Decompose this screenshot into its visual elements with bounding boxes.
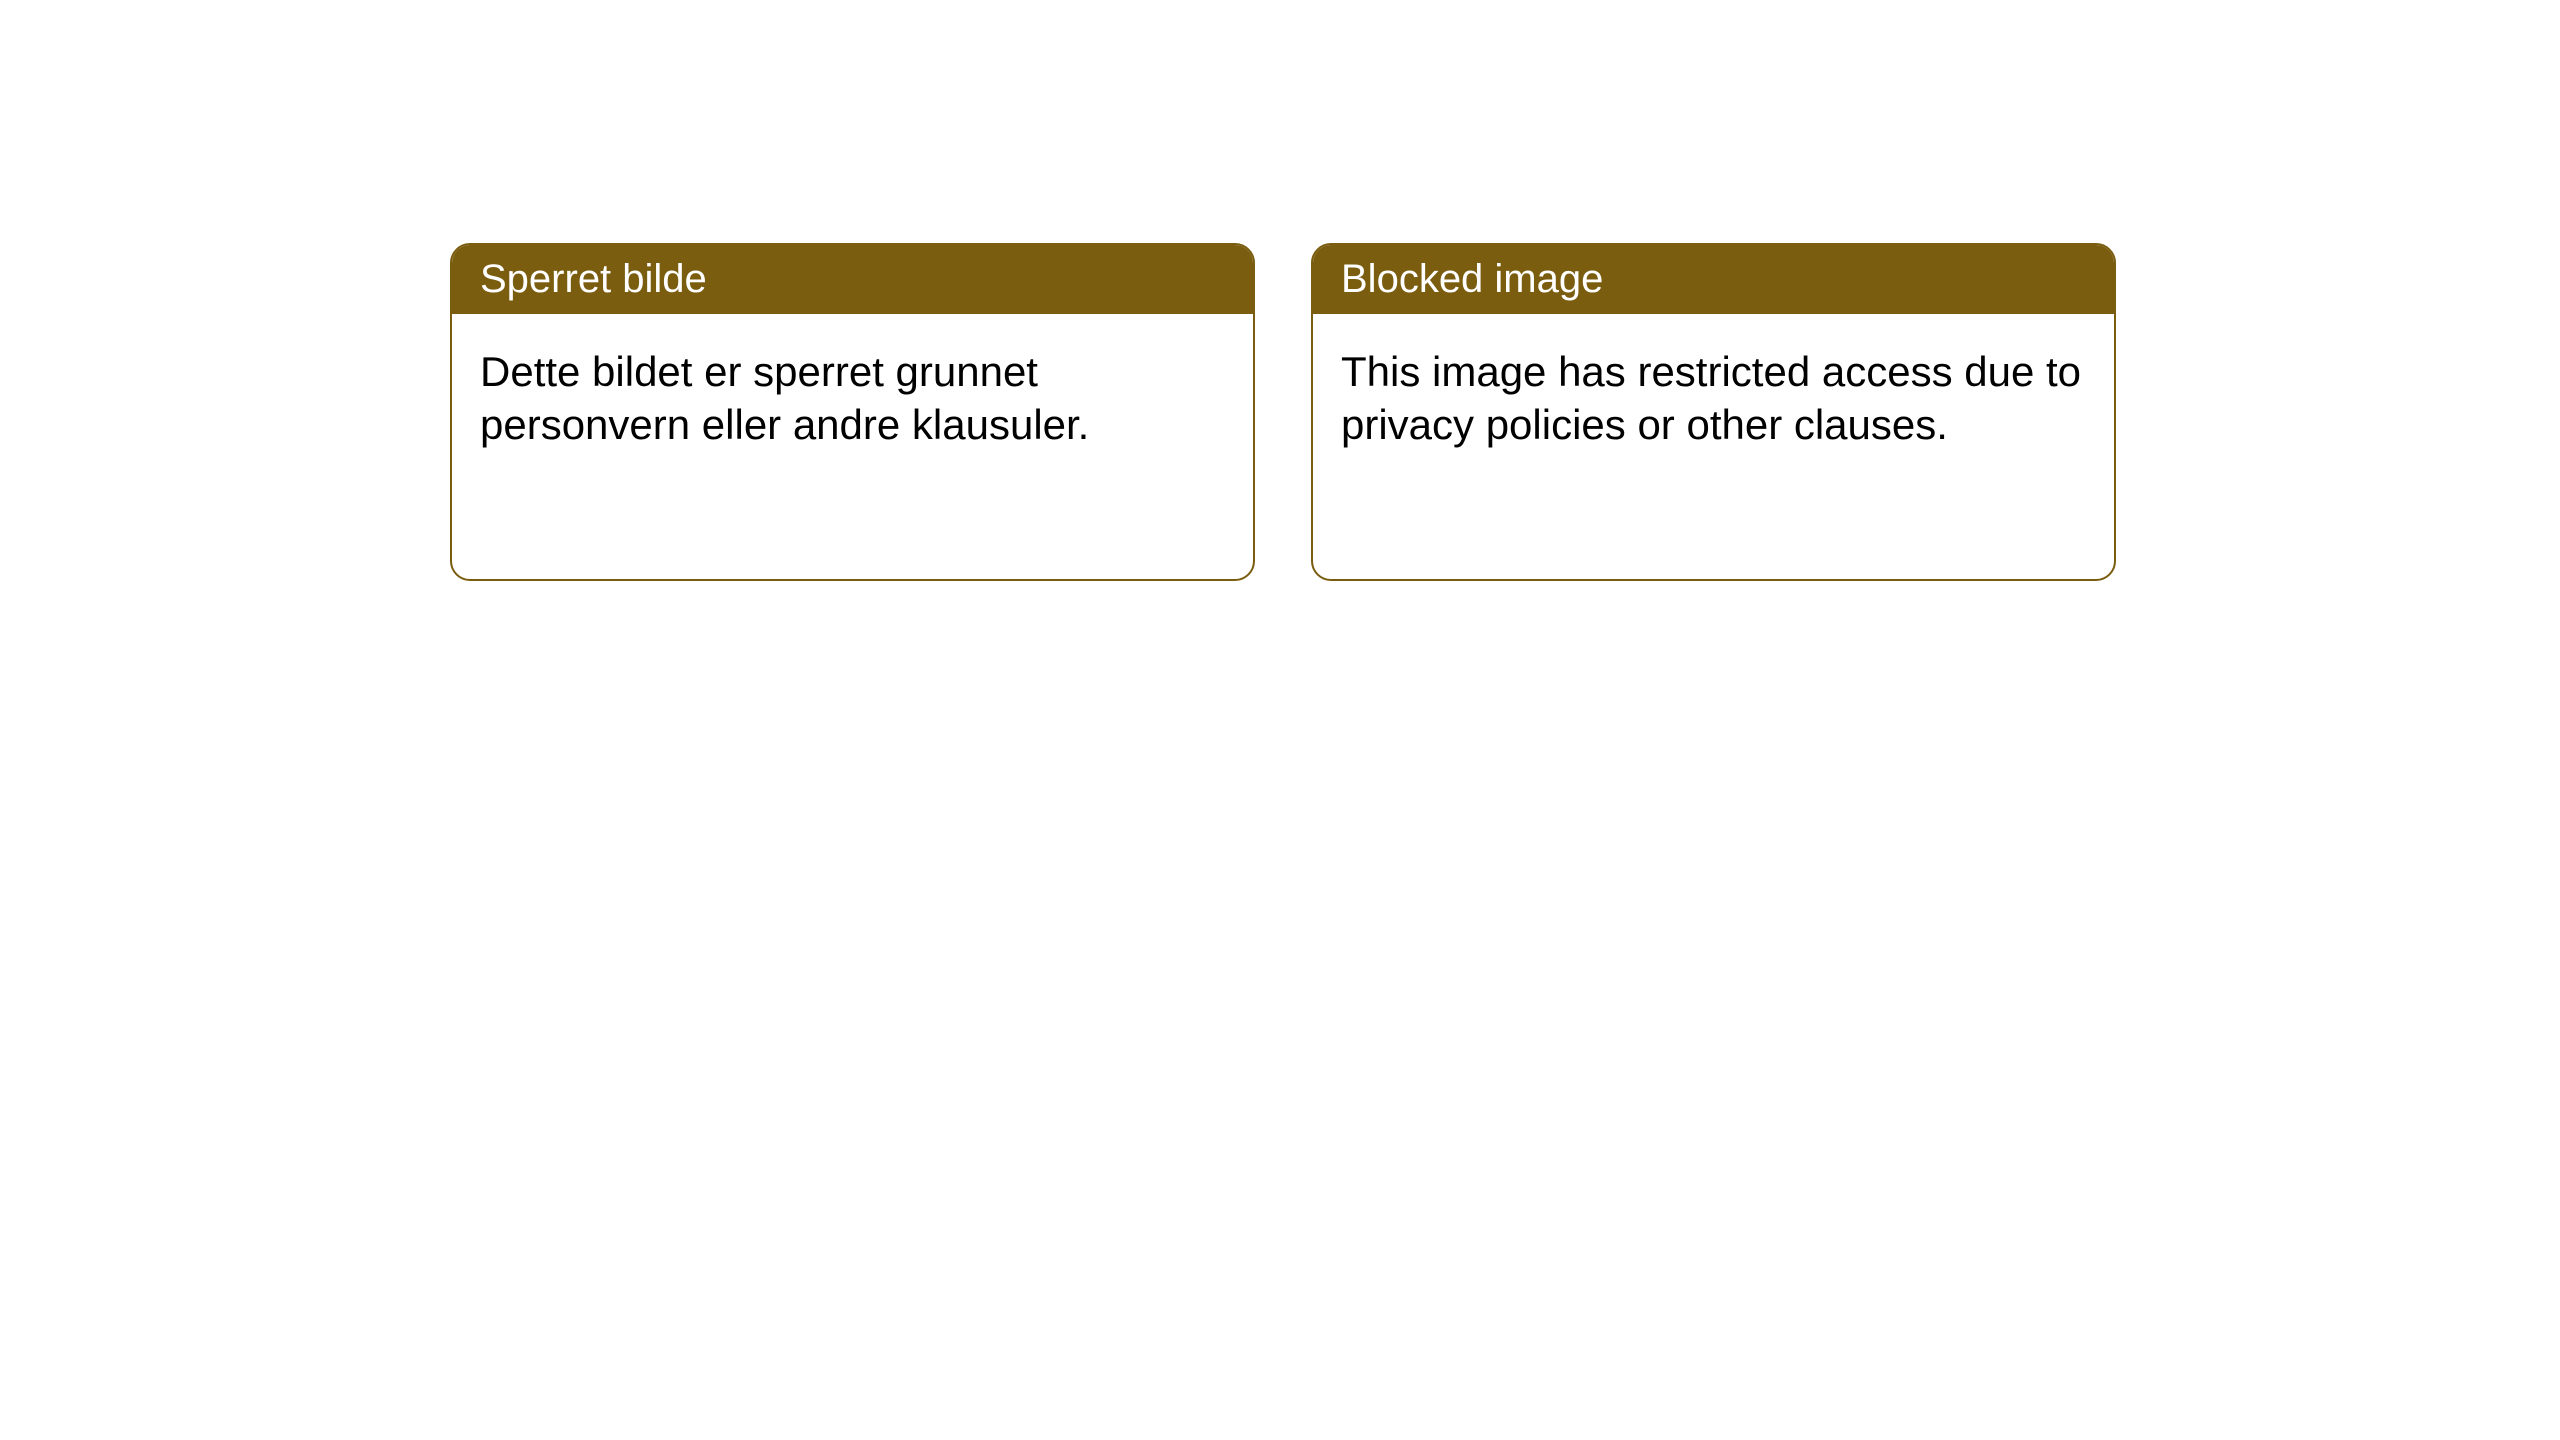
card-body: Dette bildet er sperret grunnet personve…	[452, 314, 1253, 483]
card-header-text: Blocked image	[1341, 257, 1603, 301]
notice-card-english: Blocked image This image has restricted …	[1311, 243, 2116, 581]
card-body: This image has restricted access due to …	[1313, 314, 2114, 483]
card-body-text: Dette bildet er sperret grunnet personve…	[480, 348, 1089, 448]
card-body-text: This image has restricted access due to …	[1341, 348, 2081, 448]
notice-cards-container: Sperret bilde Dette bildet er sperret gr…	[450, 243, 2116, 581]
card-header-text: Sperret bilde	[480, 257, 707, 301]
card-header: Sperret bilde	[452, 245, 1253, 314]
card-header: Blocked image	[1313, 245, 2114, 314]
notice-card-norwegian: Sperret bilde Dette bildet er sperret gr…	[450, 243, 1255, 581]
